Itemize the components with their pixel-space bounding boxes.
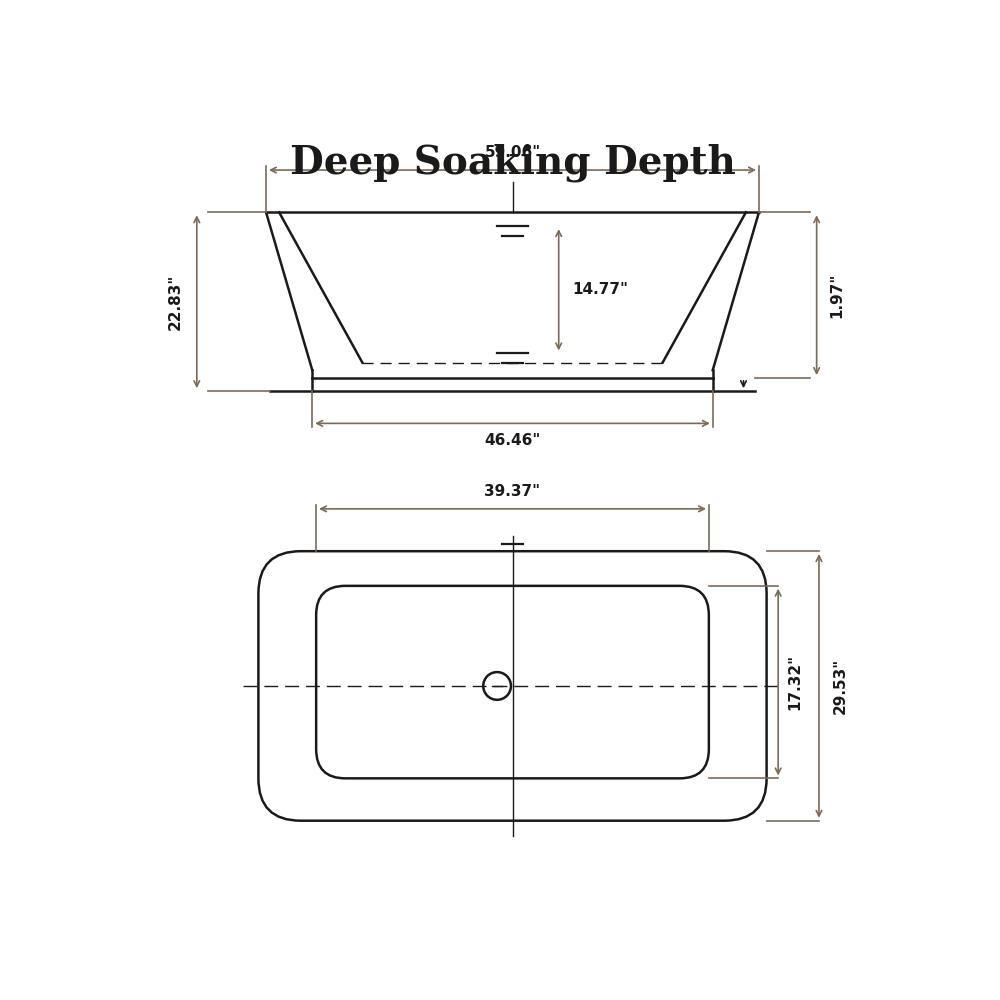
Text: 17.32": 17.32": [788, 654, 803, 710]
Text: Deep Soaking Depth: Deep Soaking Depth: [290, 143, 735, 182]
Text: 59.06": 59.06": [484, 145, 541, 160]
Text: 29.53": 29.53": [832, 658, 847, 714]
Text: 22.83": 22.83": [168, 274, 183, 330]
Text: 1.97": 1.97": [829, 272, 844, 318]
Text: 39.37": 39.37": [484, 484, 541, 499]
Text: 14.77": 14.77": [573, 282, 629, 297]
Text: 46.46": 46.46": [484, 433, 541, 448]
